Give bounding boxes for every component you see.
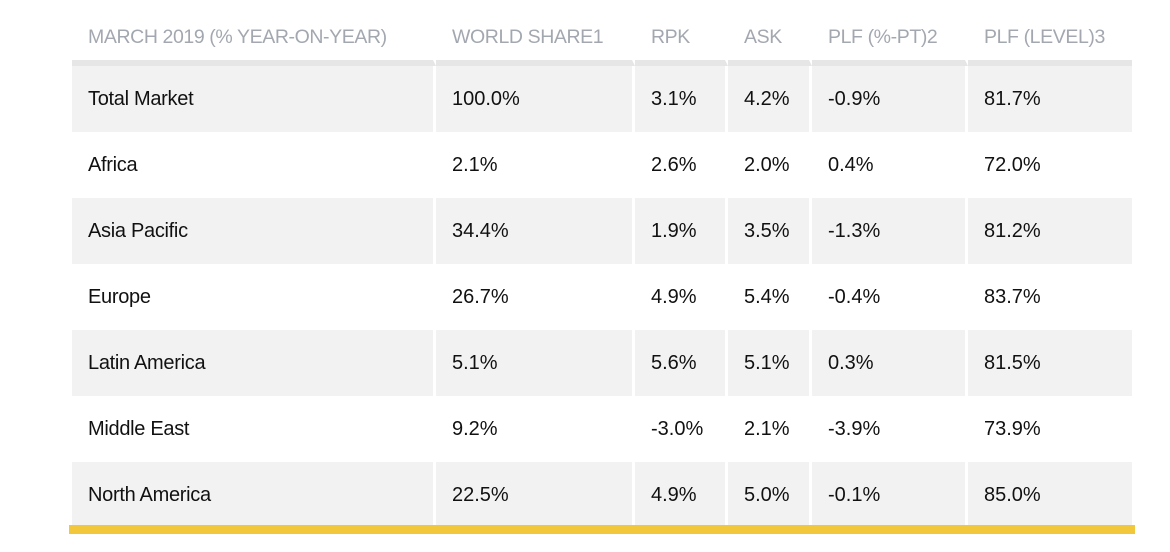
rpk-cell: 4.9% xyxy=(635,264,728,330)
rpk-cell: 4.9% xyxy=(635,462,728,528)
table-row: Africa 2.1% 2.6% 2.0% 0.4% 72.0% xyxy=(72,132,1132,198)
header-rpk: RPK xyxy=(635,14,728,66)
table-row: Total Market 100.0% 3.1% 4.2% -0.9% 81.7… xyxy=(72,66,1132,132)
header-ask: ASK xyxy=(728,14,812,66)
header-period: MARCH 2019 (% YEAR-ON-YEAR) xyxy=(72,14,436,66)
world-share-cell: 5.1% xyxy=(436,330,635,396)
plf-pt-cell: 0.4% xyxy=(812,132,968,198)
world-share-cell: 2.1% xyxy=(436,132,635,198)
region-cell: Latin America xyxy=(72,330,436,396)
ask-cell: 2.1% xyxy=(728,396,812,462)
ask-cell: 4.2% xyxy=(728,66,812,132)
header-plf-pt: PLF (%-PT)2 xyxy=(812,14,968,66)
plf-pt-cell: -0.4% xyxy=(812,264,968,330)
world-share-cell: 22.5% xyxy=(436,462,635,528)
world-share-cell: 100.0% xyxy=(436,66,635,132)
header-row: MARCH 2019 (% YEAR-ON-YEAR) WORLD SHARE1… xyxy=(72,14,1132,66)
table-row: North America 22.5% 4.9% 5.0% -0.1% 85.0… xyxy=(72,462,1132,528)
region-cell: North America xyxy=(72,462,436,528)
region-cell: Middle East xyxy=(72,396,436,462)
world-share-cell: 9.2% xyxy=(436,396,635,462)
table-row: Asia Pacific 34.4% 1.9% 3.5% -1.3% 81.2% xyxy=(72,198,1132,264)
region-cell: Europe xyxy=(72,264,436,330)
accent-bar xyxy=(69,525,1135,534)
table-row: Middle East 9.2% -3.0% 2.1% -3.9% 73.9% xyxy=(72,396,1132,462)
ask-cell: 5.4% xyxy=(728,264,812,330)
region-cell: Total Market xyxy=(72,66,436,132)
data-table-container: MARCH 2019 (% YEAR-ON-YEAR) WORLD SHARE1… xyxy=(72,14,1132,528)
ask-cell: 3.5% xyxy=(728,198,812,264)
rpk-cell: 1.9% xyxy=(635,198,728,264)
rpk-cell: 5.6% xyxy=(635,330,728,396)
plf-level-cell: 81.7% xyxy=(968,66,1132,132)
rpk-cell: 3.1% xyxy=(635,66,728,132)
plf-pt-cell: -0.1% xyxy=(812,462,968,528)
plf-level-cell: 83.7% xyxy=(968,264,1132,330)
table-header: MARCH 2019 (% YEAR-ON-YEAR) WORLD SHARE1… xyxy=(72,14,1132,66)
world-share-cell: 34.4% xyxy=(436,198,635,264)
plf-level-cell: 73.9% xyxy=(968,396,1132,462)
rpk-cell: -3.0% xyxy=(635,396,728,462)
plf-level-cell: 81.2% xyxy=(968,198,1132,264)
passenger-market-table: MARCH 2019 (% YEAR-ON-YEAR) WORLD SHARE1… xyxy=(72,14,1132,528)
rpk-cell: 2.6% xyxy=(635,132,728,198)
plf-pt-cell: 0.3% xyxy=(812,330,968,396)
table-body: Total Market 100.0% 3.1% 4.2% -0.9% 81.7… xyxy=(72,66,1132,528)
header-world-share: WORLD SHARE1 xyxy=(436,14,635,66)
ask-cell: 2.0% xyxy=(728,132,812,198)
plf-pt-cell: -3.9% xyxy=(812,396,968,462)
table-row: Latin America 5.1% 5.6% 5.1% 0.3% 81.5% xyxy=(72,330,1132,396)
plf-level-cell: 85.0% xyxy=(968,462,1132,528)
world-share-cell: 26.7% xyxy=(436,264,635,330)
header-plf-level: PLF (LEVEL)3 xyxy=(968,14,1132,66)
plf-pt-cell: -0.9% xyxy=(812,66,968,132)
region-cell: Asia Pacific xyxy=(72,198,436,264)
region-cell: Africa xyxy=(72,132,436,198)
plf-level-cell: 81.5% xyxy=(968,330,1132,396)
ask-cell: 5.1% xyxy=(728,330,812,396)
ask-cell: 5.0% xyxy=(728,462,812,528)
table-row: Europe 26.7% 4.9% 5.4% -0.4% 83.7% xyxy=(72,264,1132,330)
plf-level-cell: 72.0% xyxy=(968,132,1132,198)
plf-pt-cell: -1.3% xyxy=(812,198,968,264)
